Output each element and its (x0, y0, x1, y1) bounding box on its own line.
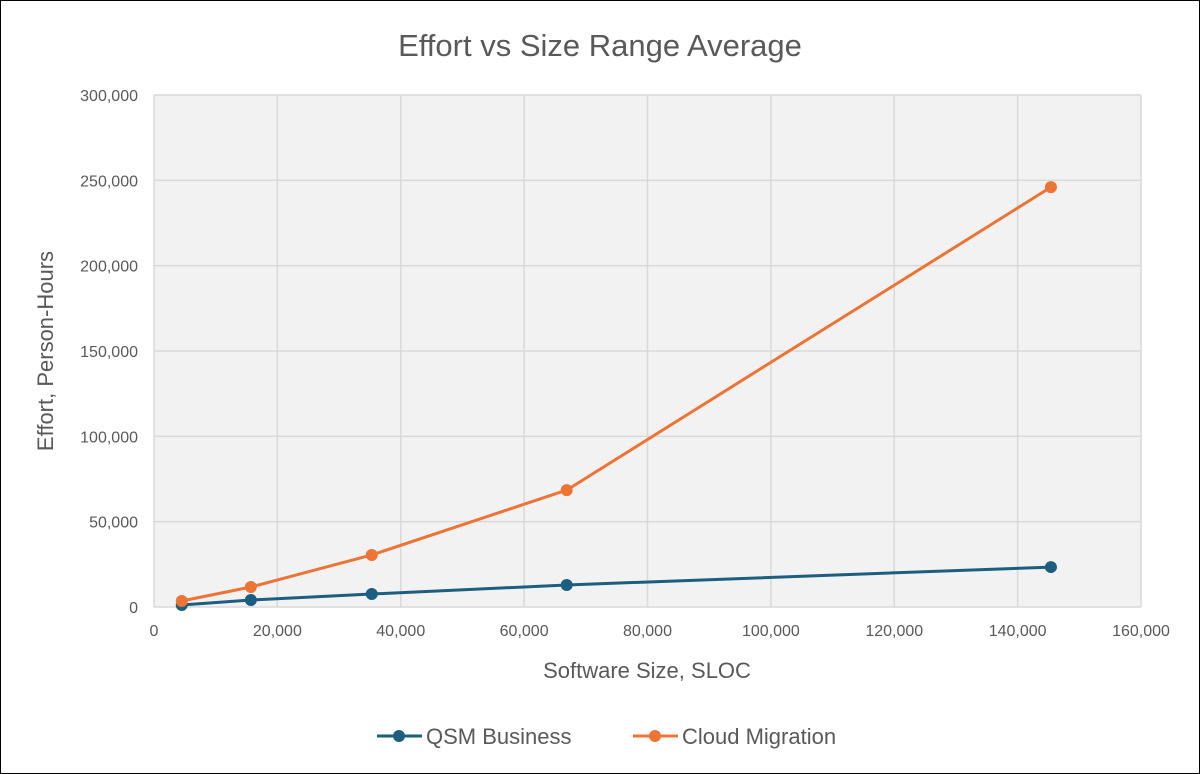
legend-qsm-business-marker (393, 730, 405, 742)
chart-title: Effort vs Size Range Average (398, 28, 802, 63)
y-tick-label: 250,000 (80, 173, 138, 190)
qsm-business-point (560, 578, 573, 591)
legend-cloud-migration-marker (649, 730, 661, 742)
qsm-business-point (365, 588, 378, 601)
qsm-business-point (1044, 561, 1057, 574)
y-tick-label: 0 (129, 600, 138, 617)
legend-cloud-migration-label: Cloud Migration (682, 724, 836, 749)
cloud-migration-point (175, 595, 188, 608)
x-axis-label: Software Size, SLOC (543, 658, 751, 683)
x-tick-label: 100,000 (742, 623, 800, 640)
y-axis-ticks: 0 50,000 100,000 150,000 200,000 250,000 300,0… (80, 88, 138, 617)
cloud-migration-point (244, 581, 257, 594)
x-tick-label: 120,000 (865, 623, 923, 640)
legend-qsm-business-label: QSM Business (426, 724, 572, 749)
gridlines (153, 94, 1142, 608)
y-tick-label: 300,000 (80, 88, 138, 105)
x-tick-label: 140,000 (989, 623, 1047, 640)
x-tick-label: 40,000 (376, 623, 425, 640)
cloud-migration-point (560, 484, 573, 497)
cloud-migration-point (365, 548, 378, 561)
x-tick-label: 60,000 (500, 623, 549, 640)
qsm-business-point (244, 594, 257, 607)
x-tick-label: 160,000 (1112, 623, 1170, 640)
x-tick-label: 20,000 (253, 623, 302, 640)
cloud-migration-point (1044, 181, 1057, 194)
x-axis-ticks: 0 20,000 40,000 60,000 80,000 100,000 120,000 1… (150, 623, 1170, 640)
legend: QSM Business Cloud Migration (377, 724, 836, 749)
y-tick-label: 100,000 (80, 429, 138, 446)
y-axis-label: Effort, Person-Hours (33, 251, 58, 451)
x-tick-label: 0 (150, 623, 159, 640)
series-layer (175, 181, 1057, 611)
y-tick-label: 50,000 (89, 515, 138, 532)
y-tick-label: 150,000 (80, 344, 138, 361)
y-tick-label: 200,000 (80, 259, 138, 276)
x-tick-label: 80,000 (623, 623, 672, 640)
